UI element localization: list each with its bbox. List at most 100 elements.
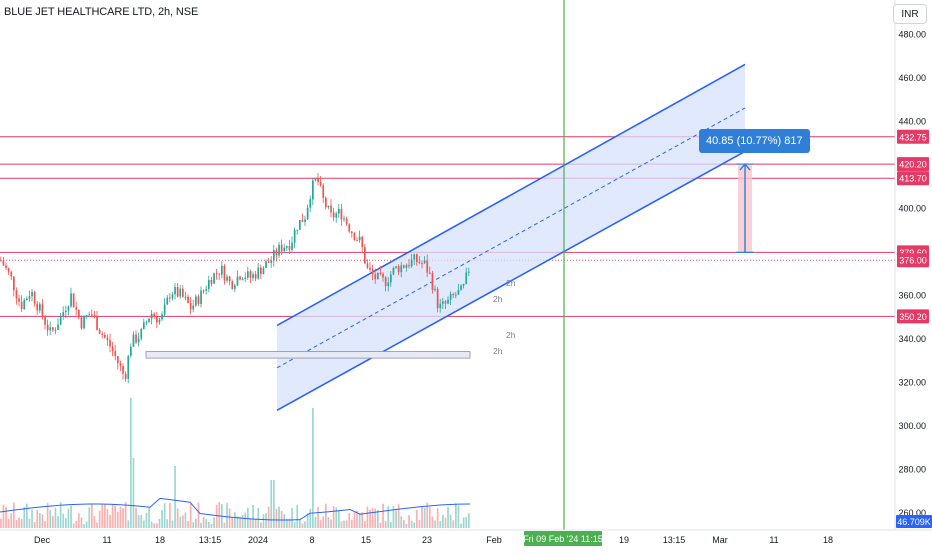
volume-bar [262, 514, 265, 528]
volume-badge: 46.709K [896, 515, 932, 528]
volume-bar [283, 514, 286, 528]
volume-bar [325, 503, 327, 528]
candle [423, 256, 426, 264]
candle [280, 239, 283, 255]
candle [41, 298, 44, 320]
candle [327, 205, 330, 210]
time-tick-label: 19 [619, 535, 629, 545]
candle [39, 302, 41, 314]
volume-bar [361, 512, 364, 528]
volume-bar [101, 504, 104, 528]
candle [283, 243, 286, 252]
volume-bar [364, 521, 366, 528]
candle [465, 267, 468, 285]
currency-button[interactable]: INR [893, 4, 927, 24]
price-axis [895, 0, 932, 550]
volume-bar [327, 517, 330, 528]
candle [395, 266, 397, 270]
volume-bar [18, 517, 20, 528]
volume-bar [234, 512, 236, 528]
volume-bar [156, 523, 158, 528]
parallel-channel[interactable] [145, 63, 746, 411]
candle [260, 264, 262, 280]
candle [52, 327, 54, 333]
price-tick-label: 360.00 [898, 291, 926, 301]
volume-bar [67, 508, 70, 528]
symbol-title: BLUE JET HEALTHCARE LTD, 2h, NSE [4, 6, 199, 18]
candle [356, 236, 358, 242]
candle [20, 295, 23, 312]
candle [322, 183, 325, 204]
volume-bar [299, 519, 301, 528]
candle [101, 331, 104, 339]
price-tick-label: 280.00 [898, 465, 926, 475]
candle [278, 242, 280, 258]
volume-bar [140, 514, 143, 528]
volume-bar [353, 511, 356, 528]
candle [317, 172, 319, 186]
candle [75, 301, 78, 316]
volume-bar [39, 513, 41, 528]
candle [403, 264, 405, 269]
candle [348, 223, 351, 234]
volume-bar [132, 458, 135, 528]
candle [33, 290, 36, 307]
candle [156, 311, 158, 329]
candle [273, 244, 275, 267]
candle [202, 289, 205, 294]
volume-bar [137, 515, 140, 528]
candle [184, 291, 187, 301]
volume-bar [314, 516, 317, 528]
volume-bar [249, 518, 252, 528]
price-level-badge: 350.20 [897, 309, 929, 324]
candle [254, 270, 257, 282]
candle [252, 271, 254, 281]
candle [457, 283, 460, 295]
candle [275, 247, 278, 262]
candle [15, 287, 18, 305]
volume-bar [306, 513, 309, 528]
candle [78, 309, 80, 320]
candle [161, 311, 163, 321]
volume-bar [13, 502, 15, 528]
candle [221, 260, 223, 279]
candle [379, 266, 382, 276]
volume-bar [351, 520, 353, 528]
volume-bar [244, 512, 247, 528]
volume-bar [340, 521, 343, 528]
candle [309, 195, 312, 213]
candle [462, 283, 465, 289]
volume-bar [397, 504, 400, 528]
candle [296, 229, 299, 235]
volume-bar [80, 517, 83, 528]
volume-bar [291, 508, 293, 528]
price-range-measure[interactable] [736, 162, 754, 253]
volume-bar [130, 398, 132, 528]
candle [343, 215, 345, 222]
time-marker-badge: Fri 09 Feb '24 11:15 [523, 531, 603, 546]
candle [257, 262, 260, 280]
candle [2, 257, 5, 266]
volume-bar [377, 509, 379, 528]
price-level-badge: 413.70 [897, 171, 929, 186]
time-tick-label: 13:15 [663, 535, 686, 545]
volume-bar [15, 519, 18, 528]
candle [44, 315, 46, 330]
volume-bar [348, 513, 351, 528]
candle [408, 259, 410, 269]
candle [91, 309, 93, 318]
candle [405, 263, 408, 272]
candle [200, 286, 202, 308]
channel-lower-line [276, 150, 746, 411]
volume-bar [205, 519, 208, 528]
volume-bar [434, 520, 436, 528]
candle [130, 343, 132, 358]
candle [460, 284, 462, 291]
candle [262, 266, 265, 275]
time-tick-label: 15 [361, 535, 371, 545]
candle [345, 216, 348, 226]
candle [197, 294, 200, 307]
